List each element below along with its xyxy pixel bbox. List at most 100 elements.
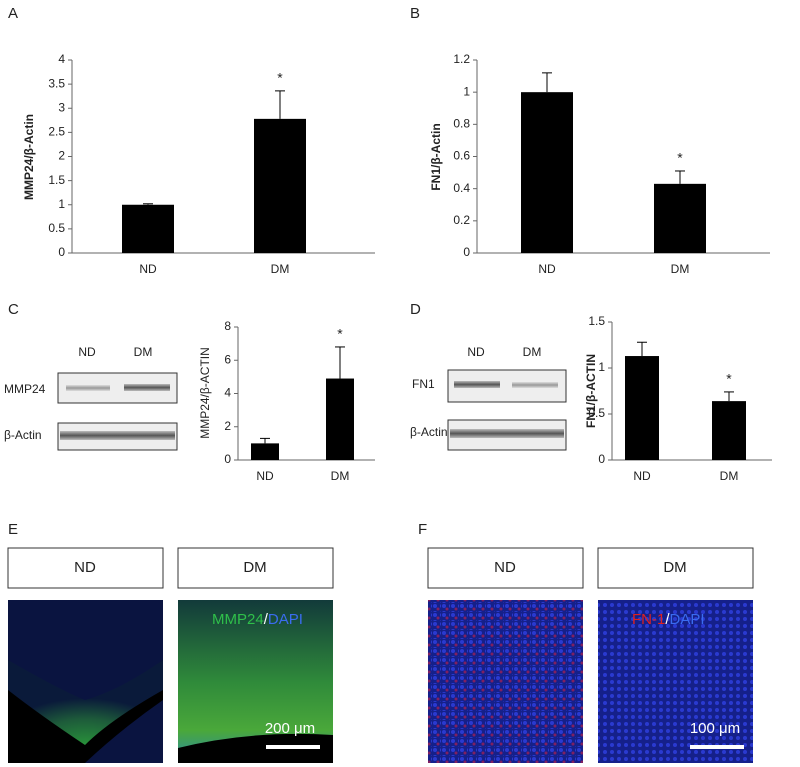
stain-part: /: [665, 611, 670, 628]
x-tick-label: ND: [633, 469, 651, 483]
group-box: [7, 547, 164, 589]
y-tick-label: 0: [598, 452, 605, 466]
bar: [254, 118, 306, 254]
y-tick-label: 1.5: [588, 314, 605, 328]
error-bar: [143, 203, 153, 205]
panel-label: F: [418, 521, 427, 538]
annotation: *: [677, 150, 683, 166]
stain-part: MMP24: [212, 611, 264, 628]
group-box: [177, 547, 334, 589]
y-tick-label: 0.5: [48, 221, 65, 235]
y-tick-label: 0: [224, 452, 231, 466]
y-tick-label: 1.5: [48, 173, 65, 187]
stain-label: MMP24/DAPI: [212, 611, 303, 628]
micrograph: [428, 600, 583, 763]
y-tick-label: 4: [224, 386, 231, 400]
x-tick-label: DM: [720, 469, 739, 483]
y-tick-label: 0: [463, 245, 470, 259]
y-tick-label: 8: [224, 319, 231, 333]
micrograph-bg: [8, 660, 163, 763]
y-tick-label: 3.5: [48, 76, 65, 90]
band: [454, 381, 500, 388]
y-axis-label: FN1/β-ACTIN: [584, 354, 598, 428]
scale-bar: [690, 745, 744, 749]
row-label: β-Actin: [4, 428, 42, 442]
error-bar: [275, 90, 285, 119]
lane-label: ND: [78, 345, 96, 359]
stain-label: FN-1/DAPI: [632, 611, 705, 628]
x-tick-label: DM: [671, 262, 690, 276]
bar: [251, 443, 279, 460]
row-label: FN1: [412, 377, 435, 391]
y-tick-label: 0.6: [453, 149, 470, 163]
bar: [712, 401, 746, 460]
group-label: ND: [74, 559, 96, 576]
group-box: [427, 547, 584, 589]
scale-bar: [266, 745, 320, 749]
group-label: DM: [663, 559, 686, 576]
y-axis-label: FN1/β-Actin: [429, 123, 443, 190]
scale-label: 200 μm: [265, 720, 315, 737]
panel-label: D: [410, 301, 421, 318]
band: [60, 431, 175, 440]
stain-part: FN-1: [632, 611, 665, 628]
y-tick-label: 0.2: [453, 213, 470, 227]
micrograph: [598, 600, 753, 763]
band: [66, 385, 110, 391]
y-tick-label: 0.4: [453, 181, 470, 195]
scale-label: 100 μm: [690, 720, 740, 737]
error-bar: [542, 72, 552, 93]
band: [124, 384, 170, 391]
panel-label: C: [8, 301, 19, 318]
x-tick-label: DM: [271, 262, 290, 276]
row-label: MMP24: [4, 382, 46, 396]
error-bar: [260, 437, 270, 444]
x-tick-label: ND: [139, 262, 157, 276]
y-tick-label: 4: [58, 52, 65, 66]
y-tick-label: 1: [463, 84, 470, 98]
bar: [654, 183, 706, 253]
y-tick-label: 3: [58, 100, 65, 114]
micrograph-tissue: [8, 660, 163, 745]
stain-part: /: [264, 611, 269, 628]
annotation: *: [277, 70, 283, 86]
y-tick-label: 0.5: [588, 406, 605, 420]
y-tick-label: 2.5: [48, 125, 65, 139]
y-axis-label: MMP24/β-Actin: [22, 114, 36, 200]
annotation: *: [337, 326, 343, 342]
annotation: *: [726, 371, 732, 387]
y-tick-label: 0: [58, 245, 65, 259]
lane-label: DM: [134, 345, 153, 359]
error-bar: [675, 170, 685, 184]
y-axis-label: MMP24/β-ACTIN: [198, 347, 212, 439]
stain-part: DAPI: [670, 611, 705, 628]
stain-part: DAPI: [268, 611, 303, 628]
panel-label: A: [8, 5, 18, 22]
lane-label: ND: [467, 345, 485, 359]
y-tick-label: 1: [58, 197, 65, 211]
group-box: [597, 547, 754, 589]
y-tick-label: 2: [58, 149, 65, 163]
bar: [326, 378, 354, 460]
group-label: ND: [494, 559, 516, 576]
error-bar: [724, 391, 734, 402]
row-label: β-Actin: [410, 425, 448, 439]
lane-label: DM: [523, 345, 542, 359]
micrograph-bg: [178, 733, 333, 763]
y-tick-label: 0.8: [453, 117, 470, 131]
x-tick-label: DM: [331, 469, 350, 483]
y-tick-label: 1.2: [453, 52, 470, 66]
group-label: DM: [243, 559, 266, 576]
y-tick-label: 2: [224, 419, 231, 433]
y-tick-label: 6: [224, 352, 231, 366]
x-tick-label: ND: [538, 262, 556, 276]
bar: [625, 356, 659, 460]
error-bar: [637, 341, 647, 357]
panel-label: E: [8, 521, 18, 538]
band: [512, 382, 558, 388]
bar: [521, 92, 573, 254]
y-tick-label: 1: [598, 360, 605, 374]
x-tick-label: ND: [256, 469, 274, 483]
